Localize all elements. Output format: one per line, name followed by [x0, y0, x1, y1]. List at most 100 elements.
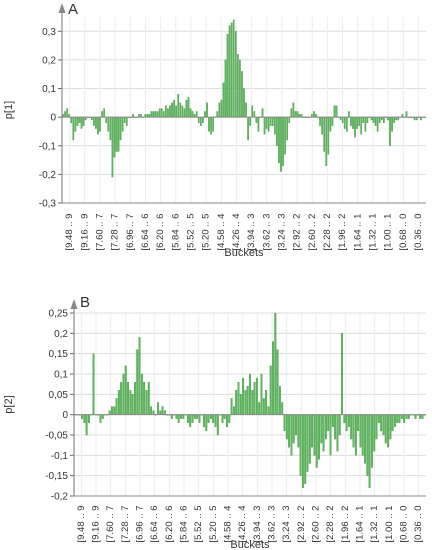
x-tick-label: [0.68 .. 0: [399, 506, 410, 543]
bar: [373, 414, 376, 452]
bar: [242, 377, 245, 415]
bar: [115, 398, 118, 415]
x-tick-label: [3.94 .. 3: [246, 214, 257, 251]
bar: [92, 353, 95, 415]
bar: [210, 117, 212, 135]
bar: [405, 111, 408, 118]
x-tick-label: [4.26 .. 4: [237, 506, 248, 543]
bar: [345, 414, 348, 432]
bar: [331, 414, 334, 428]
bar: [288, 414, 291, 448]
bar: [372, 117, 375, 124]
bar: [115, 117, 118, 152]
x-tick-label: [9.48 .. 9: [76, 506, 87, 543]
bar: [175, 414, 178, 419]
bar: [375, 414, 378, 440]
bar: [251, 105, 254, 118]
bar: [267, 117, 270, 132]
y-axis-label: p[1]: [3, 101, 15, 119]
bar: [159, 410, 162, 415]
bar: [76, 117, 79, 126]
bar: [327, 117, 330, 155]
bar: [138, 337, 141, 415]
bar: [393, 117, 395, 124]
bar: [364, 414, 366, 464]
bar: [189, 414, 192, 428]
bar: [232, 406, 235, 415]
bar: [74, 117, 77, 132]
y-tick-label: 0,05: [49, 390, 69, 401]
bar: [226, 414, 228, 428]
bar: [66, 108, 68, 118]
bar: [234, 31, 237, 118]
x-tick-label: [6.96 .. 7: [125, 214, 136, 251]
bar: [299, 414, 302, 476]
bar: [162, 111, 165, 118]
bar: [306, 414, 309, 472]
x-tick-label: [1.32 .. 1: [367, 214, 378, 251]
bar: [78, 117, 81, 124]
bar: [161, 406, 164, 415]
bar: [209, 414, 212, 419]
bar: [269, 365, 272, 415]
bar: [374, 117, 377, 126]
bar: [274, 117, 276, 135]
bar: [382, 414, 385, 436]
bar: [228, 25, 231, 118]
bar: [292, 102, 295, 118]
x-tick-label: [5.52 .. 5: [185, 214, 196, 251]
bar: [338, 414, 341, 436]
bar: [163, 410, 166, 415]
bar: [127, 381, 130, 415]
bar: [329, 414, 332, 456]
bar: [278, 386, 281, 415]
bar: [414, 414, 417, 419]
bar: [230, 22, 233, 118]
bar: [267, 406, 270, 415]
x-tick-label: [5.20 .. 5: [201, 214, 212, 251]
bar: [204, 111, 206, 118]
x-axis-label: Buckets: [230, 539, 270, 550]
bar: [323, 117, 326, 152]
bar: [185, 99, 188, 118]
y-axis-arrow: [70, 299, 78, 309]
y-tick-label: -0,3: [39, 199, 57, 210]
bar: [109, 117, 112, 141]
x-tick-label: [1.96 .. 2: [340, 506, 351, 543]
x-tick-label: [1.64 .. 1: [355, 506, 366, 543]
x-tick-label: [7.28 .. 7: [110, 214, 121, 251]
bar: [387, 414, 389, 448]
bar: [180, 414, 182, 419]
bar: [318, 414, 320, 460]
bar: [197, 117, 200, 124]
bar: [177, 414, 180, 423]
bar: [400, 414, 403, 419]
bar: [111, 117, 114, 178]
bar: [354, 117, 356, 138]
chart-panel-a: -0,3 -0,2 -0,1 0 0,1 0,2 0,3 [9.48 .. 9 [9.16 ..…: [3, 1, 426, 259]
y-tick-label: 0: [62, 410, 68, 421]
bar: [129, 390, 132, 415]
y-tick-label: 0,25: [49, 309, 69, 320]
x-tick-label: [6.20 .. 6: [164, 506, 175, 543]
bar: [290, 108, 293, 118]
bar: [389, 117, 391, 146]
bar: [315, 414, 318, 468]
bar: [336, 414, 339, 452]
bar: [313, 414, 316, 456]
x-tick-label: [1.00 .. 1: [384, 506, 395, 543]
bar: [216, 111, 219, 118]
bar: [82, 117, 85, 126]
bar: [113, 406, 116, 415]
bar: [354, 414, 357, 456]
bar: [324, 414, 327, 440]
bar: [271, 117, 274, 126]
bar: [150, 406, 153, 415]
bar: [362, 117, 365, 124]
bar: [173, 99, 175, 118]
bar: [260, 373, 263, 415]
x-tick-label: [2.60 .. 2: [311, 506, 322, 543]
bar: [187, 96, 190, 118]
bar: [123, 117, 126, 124]
